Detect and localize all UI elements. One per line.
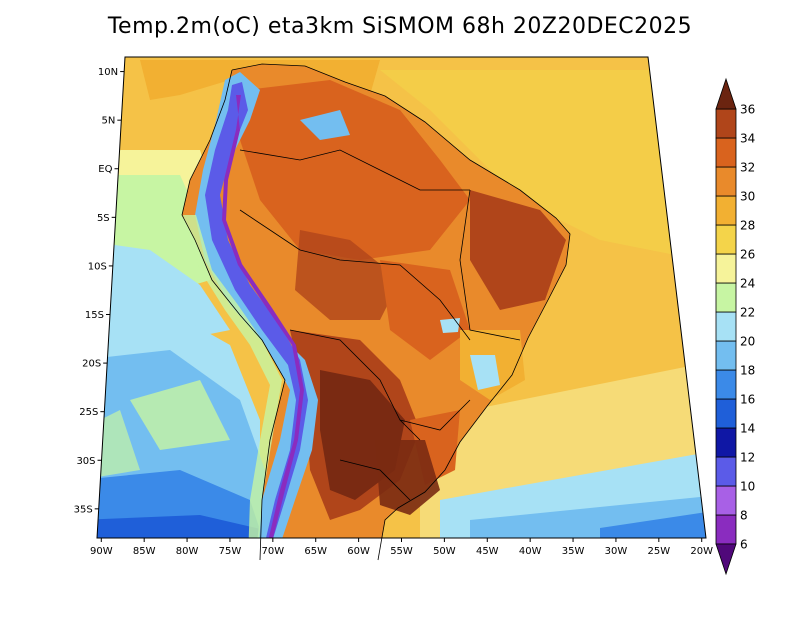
colorbar-label: 30 [740,190,755,204]
colorbar-label: 8 [740,509,748,523]
lon-label: 20W [690,546,713,557]
lon-label: 30W [605,546,628,557]
lon-label: 45W [476,546,499,557]
lat-label: 5N [101,116,115,127]
lon-label: 80W [176,546,199,557]
colorbar-label: 16 [740,393,755,407]
colorbar-label: 28 [740,219,755,233]
colorbar-label: 32 [740,161,755,175]
colorbar-bin [715,253,737,284]
colorbar-bin [715,108,737,139]
temperature-field [97,57,706,538]
colorbar-bin [715,514,737,545]
colorbar: 6 8 10 12 14 16 18 20 22 24 26 28 30 32 34 36 [715,77,755,576]
colorbar-bin [715,427,737,458]
lon-label: 70W [262,546,285,557]
colorbar-bin [715,311,737,342]
lat-label: 10S [88,261,107,272]
colorbar-bin [715,485,737,516]
colorbar-label: 10 [740,480,755,494]
colorbar-bin [715,195,737,226]
lon-label: 50W [433,546,456,557]
colorbar-label: 36 [740,103,755,117]
colorbar-label: 14 [740,422,755,436]
lon-label: 85W [133,546,156,557]
lon-label: 25W [648,546,671,557]
colorbar-bin [715,137,737,168]
colorbar-label: 18 [740,364,755,378]
colorbar-top-arrow [715,77,737,110]
colorbar-bin [715,282,737,313]
lon-label: 90W [90,546,113,557]
longitude-axis: 90W 85W 80W 75W 70W 65W 60W 55W 50W 45W 40W 35W 30W 2… [90,538,713,557]
lat-label: 15S [85,310,104,321]
colorbar-label: 12 [740,451,755,465]
colorbar-label: 20 [740,335,755,349]
lat-label: 10N [98,67,118,78]
colorbar-label: 6 [740,538,748,552]
colorbar-bin [715,369,737,400]
lat-label: 35S [74,504,93,515]
colorbar-bin [715,340,737,371]
colorbar-bin [715,456,737,487]
colorbar-label: 26 [740,248,755,262]
lat-label: 20S [82,359,101,370]
lat-label: 25S [79,407,98,418]
lon-label: 40W [519,546,542,557]
latitude-axis: 10N 5N EQ 5S 10S 15S 20S 25S 30S 35S [74,67,125,515]
country-borders [181,63,571,561]
map-title: Temp.2m(oC) eta3km SiSMOM 68h 20Z20DEC20… [107,14,693,39]
colorbar-bin [715,224,737,255]
lat-label: 5S [97,213,110,224]
lon-label: 75W [219,546,242,557]
lon-label: 55W [390,546,413,557]
lon-label: 35W [562,546,585,557]
colorbar-bottom-arrow [715,543,737,576]
lon-label: 65W [304,546,327,557]
lat-label: EQ [98,164,112,175]
map-frame [96,56,707,539]
colorbar-label: 22 [740,306,755,320]
colorbar-bin [715,166,737,197]
colorbar-label: 24 [740,277,755,291]
lon-label: 60W [347,546,370,557]
colorbar-label: 34 [740,132,755,146]
colorbar-bin [715,398,737,429]
lat-label: 30S [76,456,95,467]
